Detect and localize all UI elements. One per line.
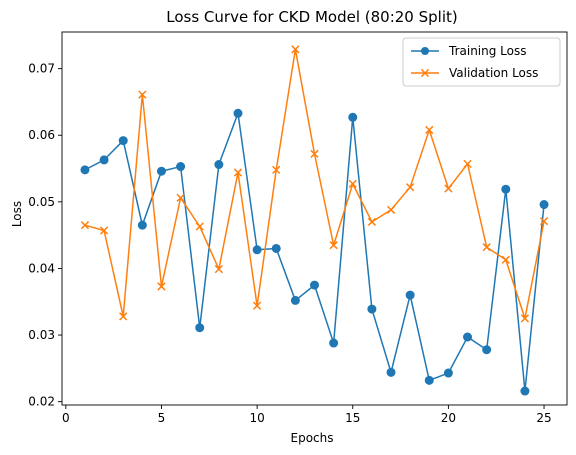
series-1-point [214,160,224,170]
series-1-point [176,162,186,172]
y-tick-label: 0.07 [28,62,55,76]
series-2-point [520,314,530,323]
x-tick-label: 15 [345,411,360,425]
series-2-point [214,264,223,274]
series-2-point [310,149,319,159]
series-2-point [539,217,549,226]
series-2-point [367,217,377,226]
x-tick-label: 0 [62,411,70,425]
legend-label-2: Validation Loss [449,66,538,80]
series-1-point [195,323,205,333]
series-1-point [310,280,319,290]
x-tick-label: 20 [441,411,456,425]
series-2-point [482,243,491,252]
y-tick-label: 0.03 [28,328,55,342]
x-tick-label: 5 [158,411,166,425]
series-1-point [501,184,511,194]
series-1-point [271,243,281,253]
series-2-point [233,168,243,177]
series-1-point [539,200,549,210]
series-1-point [118,136,128,146]
series-1-point [443,368,453,378]
series-2-point [99,226,109,235]
series-2-point [386,205,396,214]
legend-marker-2 [420,68,430,78]
chart-title: Loss Curve for CKD Model (80:20 Split) [166,8,457,26]
y-axis-label: Loss [10,201,24,227]
series-1-point [252,245,262,255]
series-2-point [463,159,472,169]
series-2-point [119,312,128,321]
series-1-point [329,338,339,348]
y-tick-label: 0.04 [28,261,55,275]
series-1-point [463,332,473,342]
series-2-point [80,221,90,230]
series-1-point [367,304,377,314]
series-2-point [195,222,204,231]
series-2-point [252,301,262,310]
series-1-point [386,367,396,377]
series-1-point [156,166,166,176]
series-2-point [272,165,281,175]
series-2-point [348,179,357,188]
legend-box [402,37,561,87]
series-2-point [138,90,147,99]
series-2-point [329,241,338,250]
series-1-point [405,290,415,300]
x-tick-label: 10 [249,411,264,425]
legend-label-1: Training Loss [448,44,526,58]
series-1-point [80,165,90,175]
series-2-point [291,45,300,54]
y-tick-label: 0.02 [28,395,55,409]
series-1-point [520,386,530,396]
series-1-point [99,155,109,165]
y-tick-label: 0.06 [28,128,55,142]
series-1-point [137,220,147,230]
legend-marker-1 [421,47,429,55]
y-tick-label: 0.05 [28,195,55,209]
series-2-point [444,184,453,193]
series-1-point [482,345,492,355]
series-line-2 [84,48,545,320]
x-axis-label: Epochs [291,431,334,445]
series-1-point [348,112,358,122]
series-2-point [176,193,185,202]
series-1-point [233,108,243,118]
axes-frame [61,31,568,406]
series-1-point [290,295,300,305]
series-2-point [406,183,415,192]
x-tick-label: 25 [536,411,551,425]
series-2-point [425,125,434,135]
series-2-point [501,255,510,264]
plot-area: 0 5 10 15 20 25 0.02 0.03 0.04 0.05 0.06 0.07 Traini… [28,31,568,425]
series-2-point [157,282,166,291]
series-1-point [424,375,434,385]
